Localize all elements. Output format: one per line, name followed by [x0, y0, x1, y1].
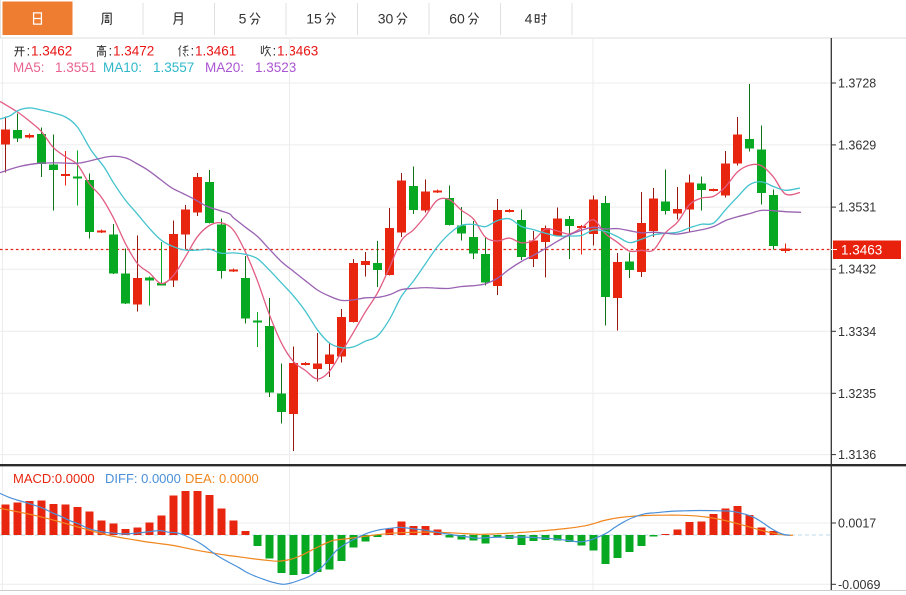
- svg-text:MA5: 1.3551: MA5: 1.3551: [13, 60, 96, 75]
- svg-text::: :: [191, 44, 195, 59]
- svg-text:1.3235: 1.3235: [838, 387, 876, 401]
- svg-text:0.0017: 0.0017: [838, 517, 876, 531]
- svg-text:15: 15: [306, 11, 322, 27]
- svg-text:1.3334: 1.3334: [838, 325, 876, 339]
- svg-text:1.3531: 1.3531: [838, 201, 876, 215]
- svg-text:1.3432: 1.3432: [838, 263, 876, 277]
- svg-text:-0.0069: -0.0069: [838, 578, 880, 592]
- svg-text:1.3463: 1.3463: [841, 243, 882, 258]
- svg-text::: :: [109, 44, 113, 59]
- svg-text:1.3136: 1.3136: [838, 448, 876, 462]
- svg-text:1.3629: 1.3629: [838, 138, 876, 152]
- svg-text:5: 5: [239, 11, 247, 27]
- svg-text:1.3461: 1.3461: [195, 44, 236, 59]
- svg-text:DIFF: 0.0000: DIFF: 0.0000: [105, 471, 181, 486]
- svg-text:60: 60: [449, 11, 465, 27]
- svg-text:4: 4: [525, 11, 533, 27]
- svg-text:MACD:0.0000: MACD:0.0000: [13, 471, 95, 486]
- svg-text::: :: [273, 44, 277, 59]
- svg-text:DEA: 0.0000: DEA: 0.0000: [185, 471, 259, 486]
- svg-text:1.3462: 1.3462: [31, 44, 72, 59]
- svg-text:1.3463: 1.3463: [277, 44, 318, 59]
- svg-text:1.3728: 1.3728: [838, 77, 876, 91]
- svg-text::: :: [27, 44, 31, 59]
- svg-text:30: 30: [378, 11, 394, 27]
- svg-text:1.3472: 1.3472: [113, 44, 154, 59]
